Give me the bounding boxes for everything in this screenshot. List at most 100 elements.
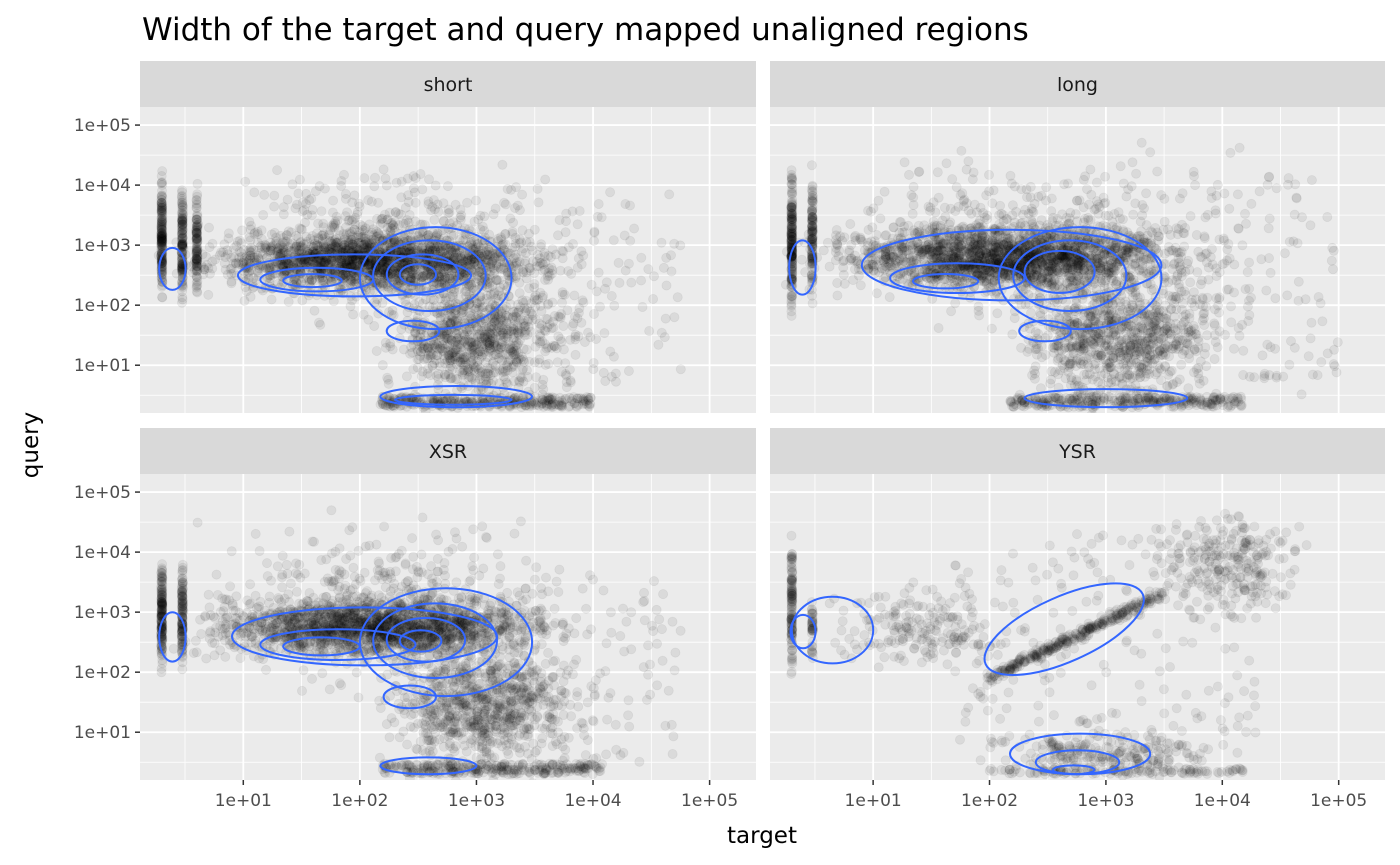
scatter-point (191, 243, 202, 254)
scatter-point (156, 237, 167, 248)
scatter-point (232, 236, 243, 247)
scatter-point (369, 181, 380, 192)
scatter-point (176, 239, 187, 250)
scatter-point (177, 239, 188, 250)
scatter-point (456, 305, 467, 316)
scatter-point (177, 190, 188, 201)
scatter-point (265, 237, 276, 248)
scatter-point (177, 215, 188, 226)
scatter-point (278, 202, 289, 213)
scatter-point (310, 186, 321, 197)
scatter-point (177, 205, 188, 216)
scatter-point (570, 349, 581, 360)
scatter-point (177, 215, 188, 226)
scatter-point (156, 205, 167, 216)
scatter-point (157, 216, 168, 227)
scatter-point (156, 204, 167, 215)
scatter-point (494, 286, 505, 297)
scatter-point (223, 228, 234, 239)
scatter-point (157, 166, 168, 177)
scatter-point (156, 219, 167, 230)
scatter-point (157, 236, 168, 247)
scatter-point (675, 364, 686, 375)
scatter-point (177, 219, 188, 230)
scatter-point (300, 198, 311, 209)
scatter-point (176, 263, 187, 274)
scatter-point (177, 237, 188, 248)
scatter-point (156, 235, 167, 246)
scatter-point (329, 220, 340, 231)
scatter-point (522, 371, 533, 382)
scatter-point (177, 232, 188, 243)
scatter-point (578, 297, 589, 308)
scatter-point (569, 290, 580, 301)
scatter-point (625, 235, 636, 246)
scatter-point (377, 360, 388, 371)
scatter-point (511, 270, 522, 281)
scatter-point (369, 251, 380, 262)
scatter-point (525, 326, 536, 337)
scatter-point (177, 228, 188, 239)
scatter-point (156, 206, 167, 217)
scatter-point (156, 216, 167, 227)
scatter-point (572, 313, 583, 324)
scatter-point (464, 258, 475, 269)
scatter-point (675, 240, 686, 251)
scatter-point (177, 239, 188, 250)
scatter-point (176, 228, 187, 239)
scatter-point (157, 207, 168, 218)
scatter-point (469, 235, 480, 246)
scatter-point (249, 187, 260, 198)
scatter-point (187, 267, 198, 278)
scatter-point (316, 206, 327, 217)
scatter-point (157, 235, 168, 246)
scatter-point (535, 300, 546, 311)
scatter-point (176, 223, 187, 234)
scatter-point (248, 272, 259, 283)
scatter-point (177, 238, 188, 249)
scatter-point (475, 363, 486, 374)
scatter-point (488, 367, 499, 378)
y-tick-label: 1e+01 (74, 356, 131, 376)
scatter-point (157, 227, 168, 238)
scatter-point (193, 219, 204, 230)
scatter-point (593, 198, 604, 209)
scatter-point (156, 207, 167, 218)
scatter-point (176, 217, 187, 228)
scatter-point (531, 261, 542, 272)
scatter-point (456, 210, 467, 221)
scatter-point (177, 202, 188, 213)
scatter-point (156, 223, 167, 234)
scatter-point (591, 333, 602, 344)
scatter-point (177, 218, 188, 229)
scatter-point (171, 268, 182, 279)
scatter-point (156, 238, 167, 249)
scatter-point (177, 222, 188, 233)
scatter-point (156, 207, 167, 218)
scatter-point (156, 222, 167, 233)
scatter-point (157, 233, 168, 244)
scatter-point (157, 224, 168, 235)
scatter-point (157, 192, 168, 203)
scatter-point (176, 229, 187, 240)
scatter-point (423, 199, 434, 210)
scatter-point (176, 241, 187, 252)
scatter-point (412, 344, 423, 355)
scatter-point (786, 212, 797, 223)
scatter-point (156, 228, 167, 239)
scatter-point (156, 231, 167, 242)
scatter-point (450, 199, 461, 210)
scatter-point (240, 176, 251, 187)
scatter-point (552, 357, 563, 368)
scatter-point (502, 183, 513, 194)
scatter-point (176, 215, 187, 226)
scatter-point (176, 193, 187, 204)
scatter-point (457, 348, 468, 359)
scatter-point (203, 289, 214, 300)
scatter-point (557, 245, 568, 256)
scatter-point (156, 221, 167, 232)
gridlines (140, 107, 756, 413)
scatter-point (309, 305, 320, 316)
scatter-point (177, 286, 188, 297)
